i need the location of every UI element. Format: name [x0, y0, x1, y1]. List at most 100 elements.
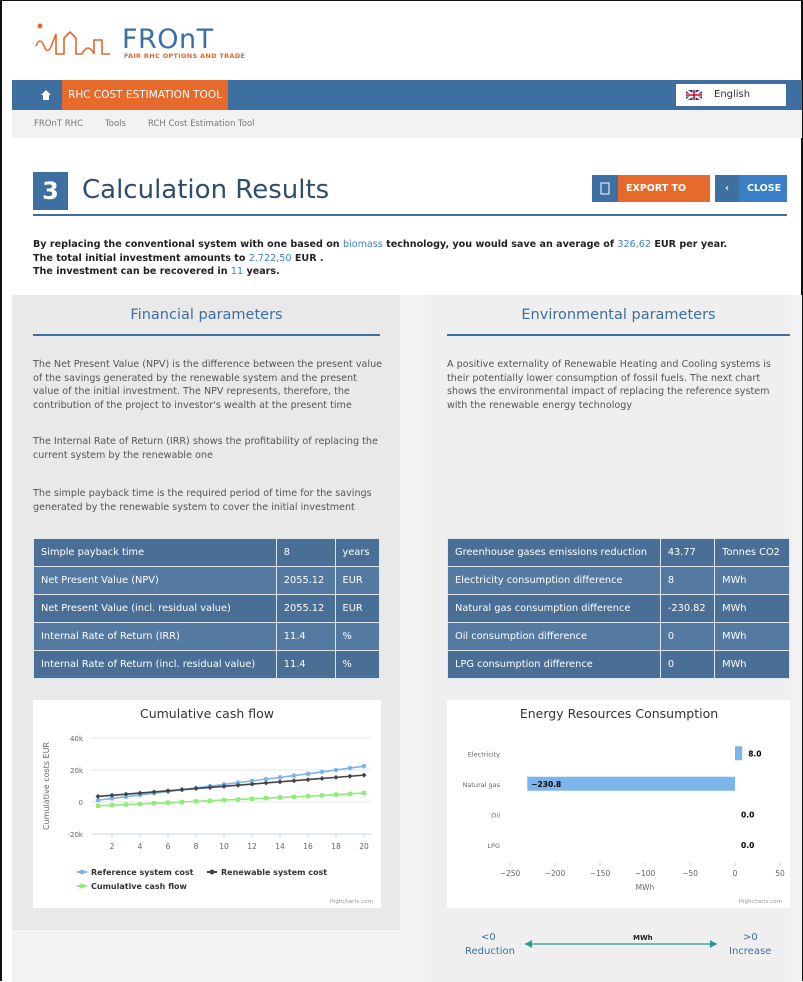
category-label: Electricity — [468, 750, 500, 758]
category-label: Oil — [491, 811, 500, 819]
marker — [123, 791, 129, 797]
table-cell: Internal Rate of Return (IRR) — [33, 622, 277, 651]
summary-line: The investment can be recovered in 11 ye… — [33, 265, 793, 279]
page-title: Calculation Results — [82, 175, 330, 205]
x-tick-label: 16 — [303, 842, 313, 851]
marker — [95, 803, 101, 809]
table-row: Internal Rate of Return (IRR) 11.4% — [33, 622, 381, 651]
cash-flow-chart: Cumulative cash flow Cumulative costs EUR… — [33, 700, 381, 908]
export-button[interactable]: EXPORT TO PDF — [592, 175, 710, 221]
marker — [221, 797, 227, 803]
table-cell: Electricity consumption difference — [447, 566, 661, 595]
environmental-table: Greenhouse gases emissions reduction 43.7… — [447, 538, 790, 679]
marker — [305, 771, 311, 777]
table-cell: Net Present Value (incl. residual value) — [33, 594, 277, 623]
table-cell: 11.4 — [275, 622, 336, 651]
text: technology, you would save an average of — [382, 239, 618, 250]
negative-label: Reduction — [465, 946, 515, 957]
language-select[interactable]: English — [676, 84, 786, 106]
pdf-icon — [592, 175, 618, 202]
section-heading: Financial parameters — [33, 296, 380, 336]
crumb: RCH Cost Estimation Tool — [147, 119, 255, 129]
legend-symbol — [79, 869, 85, 875]
paragraph: A positive externality of Renewable Heat… — [447, 359, 771, 411]
y-tick-label: 40k — [70, 735, 84, 743]
legend-label: Cumulative cash flow — [91, 882, 188, 891]
text: By replacing the conventional system wit… — [33, 239, 343, 250]
legend-label: Renewable system cost — [221, 868, 327, 877]
negative-symbol: <0 — [481, 932, 496, 943]
table-cell: 2055.12 — [275, 566, 336, 595]
table-cell: 11.4 — [275, 650, 336, 679]
category-label: LPG — [487, 842, 500, 850]
marker — [179, 787, 185, 793]
marker — [319, 769, 325, 775]
marker — [263, 776, 269, 782]
table-cell: Tonnes CO2 — [714, 538, 790, 567]
table-cell: MWh — [714, 650, 790, 679]
summary-line: The total initial investment amounts to … — [33, 252, 793, 266]
table-row: Natural gas consumption difference -230.8… — [447, 594, 790, 623]
marker — [333, 774, 339, 780]
nav-tab[interactable]: RHC COST ESTIMATION TOOL — [62, 80, 228, 110]
table-row: Internal Rate of Return (incl. residual … — [33, 650, 381, 679]
crumb[interactable]: FROnT RHC — [34, 119, 83, 129]
marker — [137, 801, 143, 807]
marker — [291, 773, 297, 778]
marker — [277, 779, 283, 785]
marker — [207, 784, 213, 790]
marker — [221, 783, 227, 789]
x-tick-label: 18 — [331, 842, 341, 851]
table-row: Greenhouse gases emissions reduction 43.7… — [447, 538, 790, 567]
crumb[interactable]: Tools — [105, 119, 126, 129]
y-axis-title: Cumulative costs EUR — [42, 742, 51, 830]
text: years. — [243, 266, 280, 277]
x-tick-label: −50 — [682, 869, 698, 878]
marker — [333, 767, 339, 773]
table-row: Net Present Value (incl. residual value)… — [33, 594, 381, 623]
credit: Highcharts.com — [330, 899, 373, 905]
x-tick-label: −150 — [590, 869, 611, 878]
marker — [361, 763, 367, 769]
table-row: Oil consumption difference 0 MWh — [447, 622, 790, 651]
y-tick-label: 0 — [79, 799, 83, 807]
paragraph: The Net Present Value (NPV) is the diffe… — [33, 359, 383, 411]
home-icon[interactable] — [40, 89, 52, 101]
marker — [165, 800, 171, 805]
table-cell: 0 — [659, 622, 716, 651]
table-cell: MWh — [714, 594, 790, 623]
impact-legend: <0 Reduction MWh >0 Increase — [447, 928, 790, 968]
title-rule — [33, 214, 787, 216]
highlight: biomass — [342, 239, 383, 250]
marker — [235, 780, 241, 785]
x-tick-label: 4 — [138, 842, 143, 851]
table-cell: EUR — [334, 566, 381, 595]
close-button[interactable]: ‹ CLOSE — [715, 175, 787, 202]
x-tick-label: 14 — [275, 842, 285, 851]
x-tick-label: 12 — [247, 842, 257, 851]
x-tick-label: 6 — [166, 842, 171, 851]
marker — [347, 791, 353, 797]
x-tick-label: −250 — [500, 869, 521, 878]
marker — [95, 793, 101, 799]
table-row: LPG consumption difference 0 MWh — [447, 650, 790, 679]
marker — [109, 796, 115, 801]
marker — [193, 799, 199, 804]
highlight: 2.722,50 — [248, 252, 292, 264]
export-label: EXPORT TO PDF — [626, 183, 687, 221]
marker — [319, 775, 325, 781]
credit: Highcharts.com — [739, 899, 782, 905]
logo-icon — [35, 23, 110, 55]
x-axis-title: MWh — [636, 883, 655, 892]
marker — [291, 794, 297, 800]
marker — [235, 797, 241, 802]
marker — [277, 775, 283, 780]
positive-symbol: >0 — [743, 932, 758, 943]
marker — [277, 795, 283, 800]
energy-chart: Energy Resources Consumption −250 −200 −150… — [447, 700, 790, 908]
x-tick-label: 20 — [359, 842, 369, 851]
text: The total initial investment amounts to — [33, 252, 249, 264]
table-cell: Simple payback time — [33, 538, 277, 567]
series-line — [97, 792, 365, 807]
